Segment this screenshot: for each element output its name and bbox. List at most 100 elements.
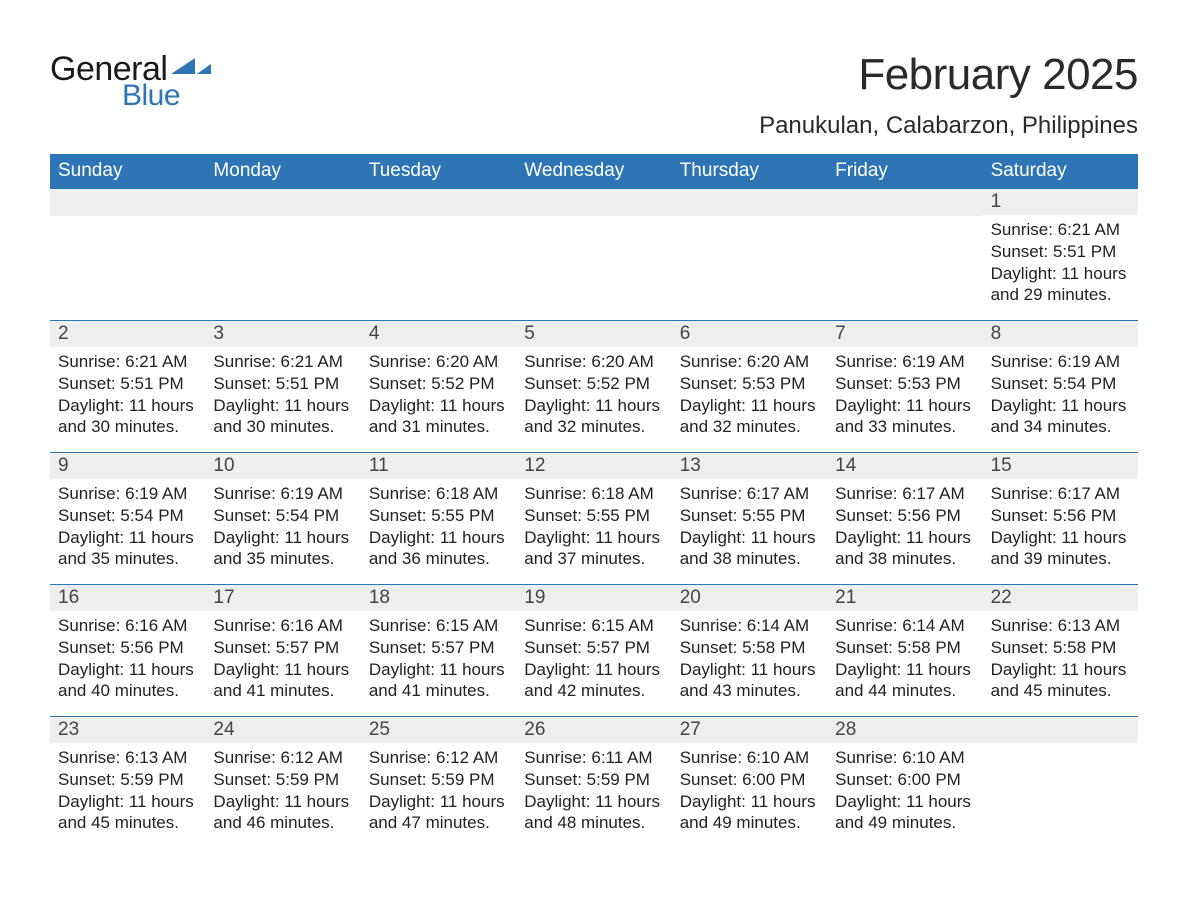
day-content: Sunrise: 6:13 AMSunset: 5:58 PMDaylight:… xyxy=(983,611,1138,716)
sunrise-value: 6:21 AM xyxy=(276,352,343,371)
day-number: 28 xyxy=(835,719,856,740)
day-number-row: 6 xyxy=(672,320,827,347)
calendar-day xyxy=(361,189,516,320)
sunrise-label: Sunrise: xyxy=(680,484,742,503)
calendar: SundayMondayTuesdayWednesdayThursdayFrid… xyxy=(50,154,1138,848)
day-number-row xyxy=(983,716,1138,743)
sunset-line: Sunset: 5:55 PM xyxy=(680,505,819,527)
sunrise-value: 6:21 AM xyxy=(1053,220,1120,239)
sunrise-line: Sunrise: 6:14 AM xyxy=(835,615,974,637)
daylight-label: Daylight: xyxy=(369,792,435,811)
daylight-label: Daylight: xyxy=(369,660,435,679)
sunrise-label: Sunrise: xyxy=(369,484,431,503)
calendar-day: 14Sunrise: 6:17 AMSunset: 5:56 PMDayligh… xyxy=(827,452,982,584)
sunrise-value: 6:19 AM xyxy=(1053,352,1120,371)
day-content: Sunrise: 6:21 AMSunset: 5:51 PMDaylight:… xyxy=(50,347,205,452)
sunset-line: Sunset: 5:54 PM xyxy=(991,373,1130,395)
daylight-label: Daylight: xyxy=(213,396,279,415)
sunset-value: 5:53 PM xyxy=(893,374,961,393)
daylight-line: Daylight: 11 hours and 35 minutes. xyxy=(213,527,352,571)
daylight-line: Daylight: 11 hours and 44 minutes. xyxy=(835,659,974,703)
calendar-day: 19Sunrise: 6:15 AMSunset: 5:57 PMDayligh… xyxy=(516,584,671,716)
daylight-line: Daylight: 11 hours and 42 minutes. xyxy=(524,659,663,703)
month-title: February 2025 xyxy=(759,50,1138,100)
sunset-line: Sunset: 5:55 PM xyxy=(369,505,508,527)
sunrise-line: Sunrise: 6:18 AM xyxy=(369,483,508,505)
day-content: Sunrise: 6:10 AMSunset: 6:00 PMDaylight:… xyxy=(827,743,982,848)
day-content: Sunrise: 6:10 AMSunset: 6:00 PMDaylight:… xyxy=(672,743,827,848)
sunset-line: Sunset: 5:59 PM xyxy=(369,769,508,791)
sunrise-value: 6:17 AM xyxy=(1053,484,1120,503)
day-number-row: 18 xyxy=(361,584,516,611)
sunrise-line: Sunrise: 6:14 AM xyxy=(680,615,819,637)
day-number: 26 xyxy=(524,719,545,740)
sunrise-line: Sunrise: 6:17 AM xyxy=(680,483,819,505)
sunrise-label: Sunrise: xyxy=(58,484,120,503)
daylight-label: Daylight: xyxy=(369,528,435,547)
day-content: Sunrise: 6:17 AMSunset: 5:55 PMDaylight:… xyxy=(672,479,827,584)
sunrise-value: 6:17 AM xyxy=(898,484,965,503)
daylight-label: Daylight: xyxy=(58,792,124,811)
day-number: 11 xyxy=(369,455,389,476)
sunset-line: Sunset: 5:59 PM xyxy=(524,769,663,791)
sunset-line: Sunset: 5:59 PM xyxy=(213,769,352,791)
daylight-line: Daylight: 11 hours and 30 minutes. xyxy=(213,395,352,439)
sunrise-label: Sunrise: xyxy=(369,352,431,371)
day-content: Sunrise: 6:17 AMSunset: 5:56 PMDaylight:… xyxy=(827,479,982,584)
calendar-day: 21 Sunrise: 6:14 AMSunset: 5:58 PMDayligh… xyxy=(827,584,982,716)
day-number: 21 xyxy=(835,587,856,608)
location-subtitle: Panukulan, Calabarzon, Philippines xyxy=(759,112,1138,140)
day-number-row xyxy=(827,189,982,216)
sunrise-label: Sunrise: xyxy=(991,484,1053,503)
sunset-value: 5:56 PM xyxy=(893,506,961,525)
sunrise-label: Sunrise: xyxy=(991,352,1053,371)
sunrise-line: Sunrise: 6:21 AM xyxy=(991,219,1130,241)
sunset-value: 5:58 PM xyxy=(737,638,805,657)
sunset-line: Sunset: 5:52 PM xyxy=(369,373,508,395)
sunset-line: Sunset: 5:57 PM xyxy=(369,637,508,659)
sunrise-line: Sunrise: 6:20 AM xyxy=(524,351,663,373)
daylight-label: Daylight: xyxy=(213,528,279,547)
sunset-line: Sunset: 5:58 PM xyxy=(835,637,974,659)
day-content xyxy=(672,216,827,234)
calendar-day: 3Sunrise: 6:21 AMSunset: 5:51 PMDaylight… xyxy=(205,320,360,452)
day-number: 17 xyxy=(213,587,234,608)
sunrise-line: Sunrise: 6:13 AM xyxy=(991,615,1130,637)
sunrise-label: Sunrise: xyxy=(213,748,275,767)
sunrise-value: 6:17 AM xyxy=(742,484,809,503)
sunset-value: 5:52 PM xyxy=(427,374,495,393)
day-number-row: 5 xyxy=(516,320,671,347)
day-content: Sunrise: 6:18 AMSunset: 5:55 PMDaylight:… xyxy=(361,479,516,584)
daylight-label: Daylight: xyxy=(58,528,124,547)
sunrise-label: Sunrise: xyxy=(369,748,431,767)
calendar-day: 10Sunrise: 6:19 AMSunset: 5:54 PMDayligh… xyxy=(205,452,360,584)
calendar-day: 13Sunrise: 6:17 AMSunset: 5:55 PMDayligh… xyxy=(672,452,827,584)
day-number: 10 xyxy=(213,455,234,476)
day-number-row: 16 xyxy=(50,584,205,611)
calendar-week: 9Sunrise: 6:19 AMSunset: 5:54 PMDaylight… xyxy=(50,452,1138,584)
sunrise-label: Sunrise: xyxy=(835,484,897,503)
daylight-line: Daylight: 11 hours and 43 minutes. xyxy=(680,659,819,703)
day-number: 16 xyxy=(58,587,79,608)
sunset-line: Sunset: 5:52 PM xyxy=(524,373,663,395)
sunset-label: Sunset: xyxy=(991,638,1049,657)
sunset-label: Sunset: xyxy=(835,506,893,525)
sunrise-label: Sunrise: xyxy=(58,352,120,371)
sunrise-line: Sunrise: 6:19 AM xyxy=(835,351,974,373)
sunrise-label: Sunrise: xyxy=(213,484,275,503)
sunrise-line: Sunrise: 6:11 AM xyxy=(524,747,663,769)
daylight-line: Daylight: 11 hours and 31 minutes. xyxy=(369,395,508,439)
day-number: 8 xyxy=(991,323,1002,344)
weekday-header-row: SundayMondayTuesdayWednesdayThursdayFrid… xyxy=(50,154,1138,189)
sunset-line: Sunset: 5:56 PM xyxy=(991,505,1130,527)
day-number: 7 xyxy=(835,323,846,344)
daylight-label: Daylight: xyxy=(835,792,901,811)
sunset-line: Sunset: 6:00 PM xyxy=(835,769,974,791)
day-content: Sunrise: 6:18 AMSunset: 5:55 PMDaylight:… xyxy=(516,479,671,584)
day-number: 24 xyxy=(213,719,234,740)
sunset-value: 5:57 PM xyxy=(582,638,650,657)
sunrise-value: 6:18 AM xyxy=(431,484,498,503)
sunset-label: Sunset: xyxy=(991,374,1049,393)
sunset-value: 5:51 PM xyxy=(116,374,184,393)
sunset-value: 5:54 PM xyxy=(116,506,184,525)
